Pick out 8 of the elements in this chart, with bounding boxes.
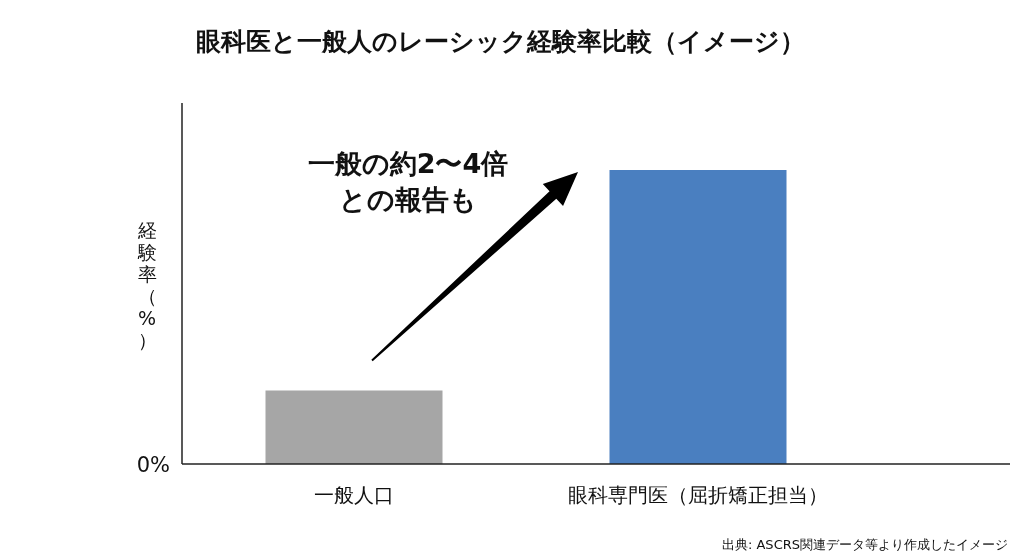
annotation: 一般の約2〜4倍 <box>307 148 509 179</box>
chart-title: 眼科医と一般人のレーシック経験率比較（イメージ） <box>195 27 805 56</box>
x-tick-label: 眼科専門医（屈折矯正担当） <box>568 483 828 507</box>
x-tick-label: 一般人口 <box>314 483 394 507</box>
annotation: との報告も <box>339 184 477 215</box>
y-axis-title: 経験率（%） <box>136 219 157 351</box>
source-note: 出典: ASCRS関連データ等より作成したイメージ <box>721 537 1008 552</box>
text: 0% <box>136 453 170 477</box>
